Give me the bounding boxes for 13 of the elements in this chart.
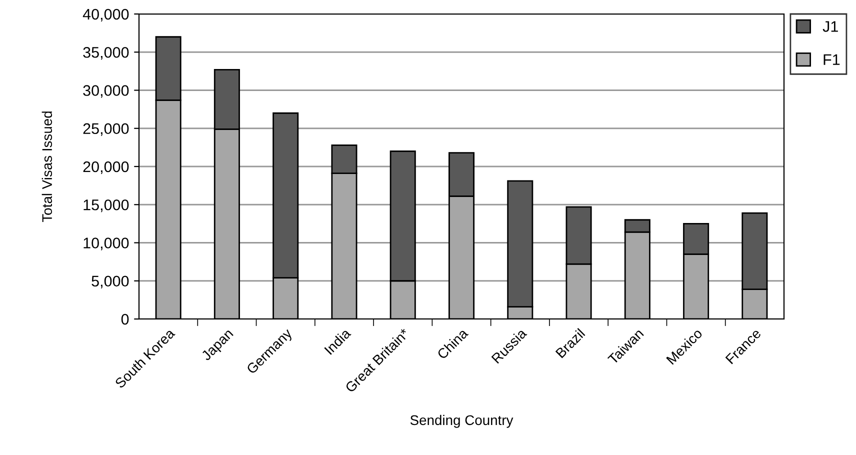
x-axis-title: Sending Country — [410, 414, 514, 428]
y-tick-label: 35,000 — [83, 46, 129, 60]
y-tick-label: 10,000 — [84, 238, 129, 250]
y-tick-label: 30,000 — [83, 85, 129, 98]
legend-label: F1 — [824, 54, 840, 65]
y-tick-label: 15,000 — [84, 199, 129, 212]
y-tick-label: 5,000 — [92, 276, 129, 288]
y-tick-label: 25,000 — [83, 123, 129, 136]
y-tick-label: 0 — [121, 314, 129, 325]
y-tick-label: 40,000 — [82, 8, 129, 22]
y-tick-label: 20,000 — [83, 161, 129, 174]
legend-label: J1 — [822, 21, 838, 32]
y-axis-title: Total Visas Issued — [42, 112, 52, 222]
